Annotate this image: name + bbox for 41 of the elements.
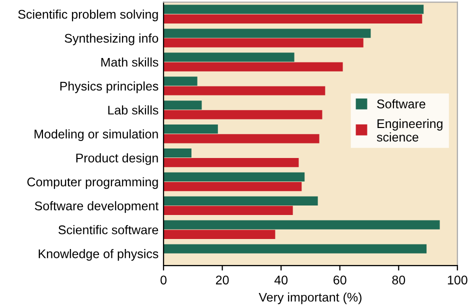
y-tick-label: Computer programming	[27, 177, 158, 189]
bar	[164, 206, 293, 216]
x-tick-label: 0	[160, 276, 167, 284]
x-tick-label: 60	[334, 276, 346, 284]
bar	[164, 76, 198, 86]
y-tick-label: Scientific problem solving	[18, 10, 158, 22]
bar	[164, 28, 371, 38]
y-tick-label: Knowledge of physics	[38, 249, 158, 261]
bar	[164, 14, 422, 24]
bar	[164, 196, 318, 206]
y-tick-label: Math skills	[101, 57, 158, 67]
bar	[164, 38, 364, 48]
y-tick-label: Synthesizing info	[64, 34, 158, 46]
x-tick-label: 40	[274, 276, 288, 284]
bar	[164, 52, 294, 62]
y-tick-label: Physics principles	[60, 81, 158, 94]
x-tick-label: 100	[448, 276, 468, 284]
y-tick-label: Modeling or simulation	[34, 129, 158, 141]
y-tick-label: Product design	[76, 153, 158, 165]
bar	[164, 134, 320, 144]
bar	[164, 124, 218, 134]
legend-label: Engineering science	[376, 118, 442, 142]
bar	[164, 148, 192, 158]
bar	[164, 220, 440, 230]
legend-label: Software	[377, 99, 426, 108]
bar	[164, 62, 343, 72]
y-tick-label: Lab skills	[108, 105, 158, 115]
x-tick-label: 20	[216, 276, 229, 284]
bar	[164, 100, 202, 110]
x-tick-label: 80	[392, 276, 406, 284]
bar	[164, 158, 299, 168]
bar	[164, 230, 276, 239]
y-tick-label: Software development	[34, 201, 159, 213]
bar	[164, 110, 322, 120]
bar	[164, 4, 424, 14]
bar	[164, 172, 305, 182]
bar	[164, 244, 427, 254]
bar	[164, 182, 302, 192]
x-axis-title: Very important (%)	[258, 292, 362, 304]
bar	[164, 86, 326, 96]
y-tick-label: Scientific software	[58, 225, 158, 234]
